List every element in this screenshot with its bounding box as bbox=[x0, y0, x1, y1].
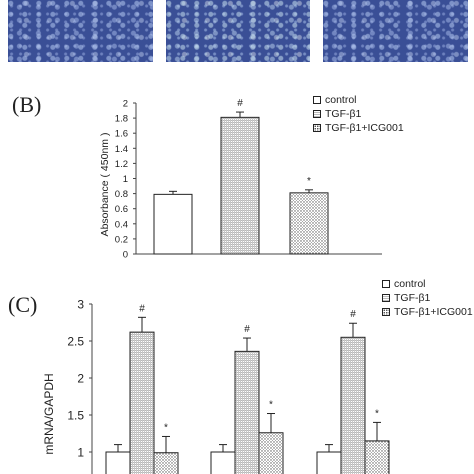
chart-c-annotation: * bbox=[164, 422, 168, 433]
legend-c-item-icg: TGF-β1+ICG001 bbox=[382, 305, 473, 319]
chart-c-annotation: * bbox=[375, 408, 379, 419]
chart-b-y-tick-label: 0.6 bbox=[115, 204, 128, 215]
chart-b-y-tick-label: 1.6 bbox=[115, 129, 128, 140]
chart-b-y-tick-label: 1.4 bbox=[115, 144, 128, 155]
chart-b-bar bbox=[289, 192, 329, 255]
chart-c-y-tick-label: 2 bbox=[77, 372, 84, 386]
legend-swatch bbox=[382, 280, 390, 288]
legend-swatch bbox=[313, 96, 321, 104]
chart-b-y-tick-label: 2 bbox=[123, 99, 128, 110]
chart-c-y-tick-label: 1 bbox=[77, 446, 84, 460]
chart-b-y-tick-label: 0.8 bbox=[115, 189, 128, 200]
panel-b-label: (B) bbox=[12, 92, 42, 117]
chart-c-bar bbox=[210, 451, 236, 474]
chart-b-bar bbox=[220, 116, 260, 255]
chart-c-annotation: # bbox=[244, 324, 250, 335]
legend-b-item-tgf: TGF-β1 bbox=[313, 107, 404, 121]
legend-c: control TGF-β1 TGF-β1+ICG001 bbox=[382, 277, 473, 319]
legend-b-label-control: control bbox=[325, 94, 357, 106]
chart-c-y-tick-label: 1.5 bbox=[67, 409, 84, 423]
chart-b-y-tick-label: 0.2 bbox=[115, 234, 128, 245]
chart-b-y-tick-label: 1 bbox=[123, 174, 128, 185]
chart-c-bar bbox=[316, 451, 342, 474]
legend-swatch bbox=[313, 124, 321, 132]
chart-c-y-axis-label: mRNA/GAPDH bbox=[42, 373, 56, 454]
legend-b-label-tgf: TGF-β1 bbox=[325, 108, 362, 120]
legend-b: control TGF-β1 TGF-β1+ICG001 bbox=[313, 93, 404, 135]
legend-c-item-tgf: TGF-β1 bbox=[382, 291, 473, 305]
micrograph-tgf-b1-icg001 bbox=[323, 0, 468, 62]
legend-swatch bbox=[382, 294, 390, 302]
legend-c-item-control: control bbox=[382, 277, 473, 291]
chart-b-y-tick-label: 1.8 bbox=[115, 114, 128, 125]
legend-b-item-control: control bbox=[313, 93, 404, 107]
chart-c-bar bbox=[234, 350, 260, 474]
micrograph-tgf-b1 bbox=[166, 0, 310, 62]
legend-b-item-icg: TGF-β1+ICG001 bbox=[313, 121, 404, 135]
legend-swatch bbox=[382, 308, 390, 316]
chart-b-y-axis-label: Absorbance ( 450nm ) bbox=[99, 133, 111, 237]
micrograph-control bbox=[8, 0, 153, 62]
chart-b-y-tick-label: 0 bbox=[123, 250, 128, 261]
chart-b-y-tick-label: 0.4 bbox=[115, 219, 128, 230]
chart-c-bar bbox=[105, 451, 131, 474]
chart-c-bar bbox=[129, 331, 155, 474]
legend-swatch bbox=[313, 110, 321, 118]
legend-c-label-tgf: TGF-β1 bbox=[394, 292, 431, 304]
chart-b-annotation: # bbox=[237, 98, 243, 109]
panel-c-label: (C) bbox=[8, 292, 38, 317]
chart-c-y-tick-label: 3 bbox=[77, 298, 84, 312]
chart-c-annotation: * bbox=[269, 400, 273, 411]
chart-c-bar bbox=[258, 432, 284, 474]
chart-c-bar bbox=[340, 336, 366, 474]
chart-c-bar bbox=[364, 440, 390, 474]
chart-c-annotation: # bbox=[139, 303, 145, 314]
chart-c-annotation: # bbox=[350, 309, 356, 320]
legend-c-label-control: control bbox=[394, 278, 426, 290]
chart-b-y-tick-label: 1.2 bbox=[115, 159, 128, 170]
chart-b-bar bbox=[153, 193, 193, 255]
micrograph-strip bbox=[0, 0, 474, 66]
chart-b-annotation: * bbox=[307, 176, 311, 187]
chart-c-y-tick-label: 2.5 bbox=[67, 335, 84, 349]
legend-c-label-icg: TGF-β1+ICG001 bbox=[394, 306, 473, 318]
chart-c-bar bbox=[153, 452, 179, 474]
legend-b-label-icg: TGF-β1+ICG001 bbox=[325, 122, 404, 134]
